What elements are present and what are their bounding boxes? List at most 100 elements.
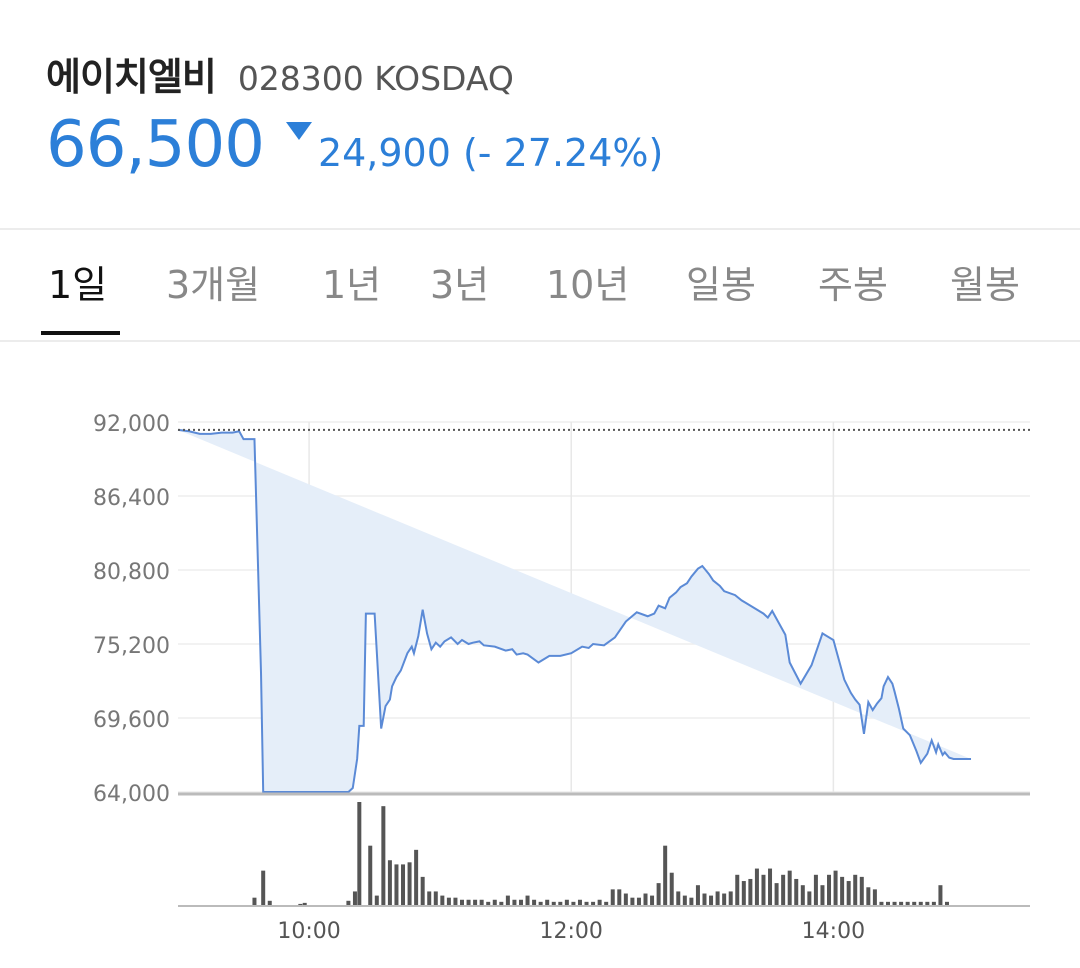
volume-bar bbox=[298, 903, 303, 906]
volume-bar bbox=[800, 885, 805, 906]
tab-1year[interactable]: 1년 bbox=[322, 263, 382, 307]
volume-bar bbox=[558, 901, 563, 906]
volume-bar bbox=[532, 899, 537, 906]
y-tick-label: 80,800 bbox=[93, 560, 170, 585]
down-arrow-icon bbox=[285, 122, 312, 140]
volume-bar bbox=[656, 883, 661, 906]
volume-bar bbox=[479, 899, 484, 906]
volume-bar bbox=[650, 895, 655, 906]
volume-bar bbox=[840, 876, 845, 906]
price-volume-chart: 92,000 86,400 80,800 75,200 69,600 64,000 10:0… bbox=[93, 412, 1030, 944]
volume-bar bbox=[466, 899, 471, 906]
stock-header: 에이치엘비 028300 KOSDAQ 66,500 24,900 (- 27.… bbox=[0, 0, 1080, 230]
tab-monthly-candle[interactable]: 월봉 bbox=[950, 263, 1020, 307]
x-tick-label: 12:00 bbox=[540, 919, 603, 944]
volume-bar bbox=[728, 891, 733, 906]
volume-bar bbox=[872, 889, 877, 906]
y-tick-label: 69,600 bbox=[93, 708, 170, 733]
volume-bar bbox=[267, 900, 272, 906]
volume-bar bbox=[374, 895, 379, 906]
volume-bar bbox=[597, 899, 602, 906]
volume-bar bbox=[381, 806, 386, 906]
period-tabs: 1일 3개월 1년 3년 10년 일봉 주봉 월봉 bbox=[0, 230, 1080, 342]
volume-bar bbox=[577, 899, 582, 906]
tab-3years[interactable]: 3년 bbox=[430, 263, 490, 307]
volume-bar bbox=[905, 901, 910, 906]
volume-bar bbox=[346, 900, 351, 906]
volume-bar bbox=[702, 893, 707, 906]
volume-bar bbox=[899, 901, 904, 906]
volume-bar bbox=[781, 874, 786, 906]
y-tick-label: 64,000 bbox=[93, 782, 170, 807]
volume-bar bbox=[486, 901, 491, 906]
volume-bar bbox=[886, 901, 890, 906]
y-tick-label: 75,200 bbox=[93, 634, 170, 659]
volume-bar bbox=[473, 899, 478, 906]
volume-bar bbox=[261, 870, 266, 906]
volume-bar bbox=[352, 891, 357, 906]
tab-10years[interactable]: 10년 bbox=[546, 263, 630, 307]
volume-bar bbox=[617, 889, 622, 906]
tab-daily-candle[interactable]: 일봉 bbox=[686, 263, 756, 307]
volume-bar bbox=[446, 897, 451, 906]
volume-bar bbox=[525, 895, 530, 906]
volume-bar bbox=[518, 899, 523, 906]
volume-bar bbox=[604, 901, 609, 906]
volume-bar bbox=[892, 901, 897, 906]
volume-bar bbox=[813, 874, 818, 906]
active-tab-underline bbox=[41, 331, 120, 335]
volume-bar bbox=[722, 893, 727, 906]
volume-bar bbox=[853, 874, 858, 906]
volume-bar bbox=[787, 870, 792, 906]
price-row: 66,500 24,900 (- 27.24%) bbox=[46, 108, 663, 182]
volume-bar bbox=[571, 901, 576, 906]
volume-bar bbox=[591, 901, 596, 906]
tab-1day[interactable]: 1일 bbox=[48, 263, 108, 307]
tab-3months[interactable]: 3개월 bbox=[166, 263, 261, 307]
volume-bar bbox=[748, 878, 753, 906]
volume-bar bbox=[420, 876, 425, 906]
volume-bar bbox=[879, 901, 884, 906]
volume-bar bbox=[735, 874, 740, 906]
volume-bar bbox=[630, 897, 635, 906]
volume-bar bbox=[918, 901, 923, 906]
volume-bar bbox=[610, 889, 615, 906]
volume-bar bbox=[931, 901, 936, 906]
volume-bar bbox=[394, 864, 399, 906]
volume-bar bbox=[368, 845, 373, 906]
volume-bar bbox=[846, 881, 851, 906]
volume-bar bbox=[623, 893, 628, 906]
volume-bar bbox=[460, 899, 464, 906]
price-area-fill bbox=[178, 429, 972, 792]
volume-bar bbox=[925, 901, 930, 906]
volume-bar bbox=[663, 845, 668, 906]
tab-weekly-candle[interactable]: 주봉 bbox=[818, 263, 888, 307]
volume-bar bbox=[820, 885, 825, 906]
volume-bar bbox=[768, 868, 773, 906]
stock-code-market: 028300 KOSDAQ bbox=[237, 59, 514, 98]
volume-bar bbox=[833, 870, 838, 906]
stock-name-row: 에이치엘비 028300 KOSDAQ bbox=[46, 46, 514, 101]
volume-bar bbox=[512, 899, 517, 906]
volume-bar bbox=[676, 891, 681, 906]
volume-bar bbox=[433, 891, 438, 906]
volume-bar bbox=[944, 901, 949, 906]
volume-bar bbox=[387, 860, 392, 906]
volume-bar bbox=[636, 897, 641, 906]
volume-bar bbox=[414, 849, 419, 906]
volume-bar bbox=[492, 899, 497, 906]
volume-bar bbox=[866, 887, 871, 906]
volume-bar bbox=[302, 902, 307, 906]
volume-bar bbox=[551, 901, 556, 906]
volume-bar bbox=[440, 895, 445, 906]
volume-bar bbox=[715, 891, 720, 906]
y-tick-label: 86,400 bbox=[93, 486, 170, 511]
volume-bar bbox=[754, 868, 759, 906]
volume-bar bbox=[643, 893, 648, 906]
volume-bar bbox=[859, 876, 864, 906]
x-tick-label: 14:00 bbox=[802, 919, 865, 944]
y-tick-label: 92,000 bbox=[93, 412, 170, 437]
volume-bar bbox=[741, 881, 746, 906]
volume-bar bbox=[695, 885, 700, 906]
volume-bar bbox=[453, 897, 458, 906]
